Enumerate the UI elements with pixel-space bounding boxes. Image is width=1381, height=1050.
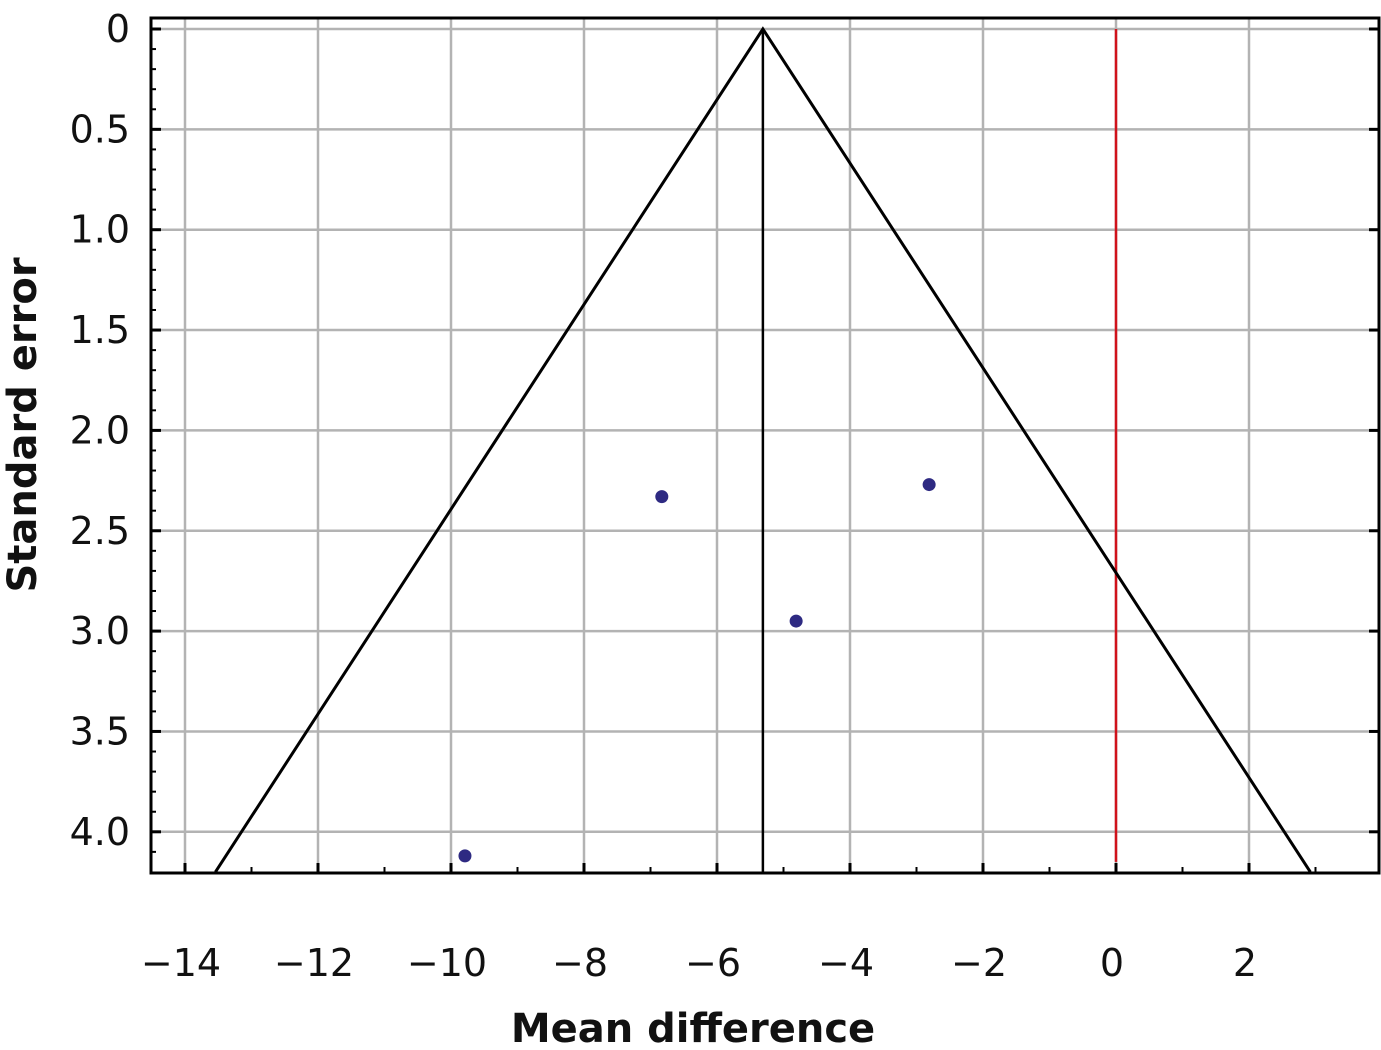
x-tick-label: −8 [552,941,608,985]
y-tick-label: 3.0 [70,609,130,653]
study-point [789,614,803,628]
y-tick-label: 3.5 [70,709,130,753]
x-tick-label: 0 [1100,941,1124,985]
funnel-limits [214,26,1312,873]
y-tick-label: 0 [106,7,130,51]
axis-ticks [151,27,1379,873]
y-tick-label: 2.0 [70,408,130,452]
x-tick-label: 2 [1233,941,1257,985]
study-point [655,490,669,504]
y-axis-label: Standard error [0,257,46,592]
study-point [922,478,936,492]
y-tick-label: 0.5 [70,107,130,151]
y-tick-label: 1.5 [70,308,130,352]
study-point [458,849,472,863]
x-tick-label: −12 [274,941,354,985]
x-tick-label: −6 [685,941,741,985]
tick-labels: −14 −12 −10 −8 −6 −4 −2 0 2 0 0.5 1.0 1.5 2.0 2.5 3.0 3.… [70,7,1258,985]
plot-frame [149,16,1381,875]
x-tick-label: −4 [818,941,874,985]
grid [151,18,1379,873]
x-tick-label: −2 [951,941,1007,985]
y-tick-label: 4.0 [70,810,130,854]
chart-marks [214,26,1312,873]
x-tick-label: −10 [407,941,487,985]
x-axis-label: Mean difference [511,1006,875,1046]
x-tick-label: −14 [141,941,221,985]
y-tick-label: 2.5 [70,509,130,553]
y-tick-label: 1.0 [70,208,130,252]
